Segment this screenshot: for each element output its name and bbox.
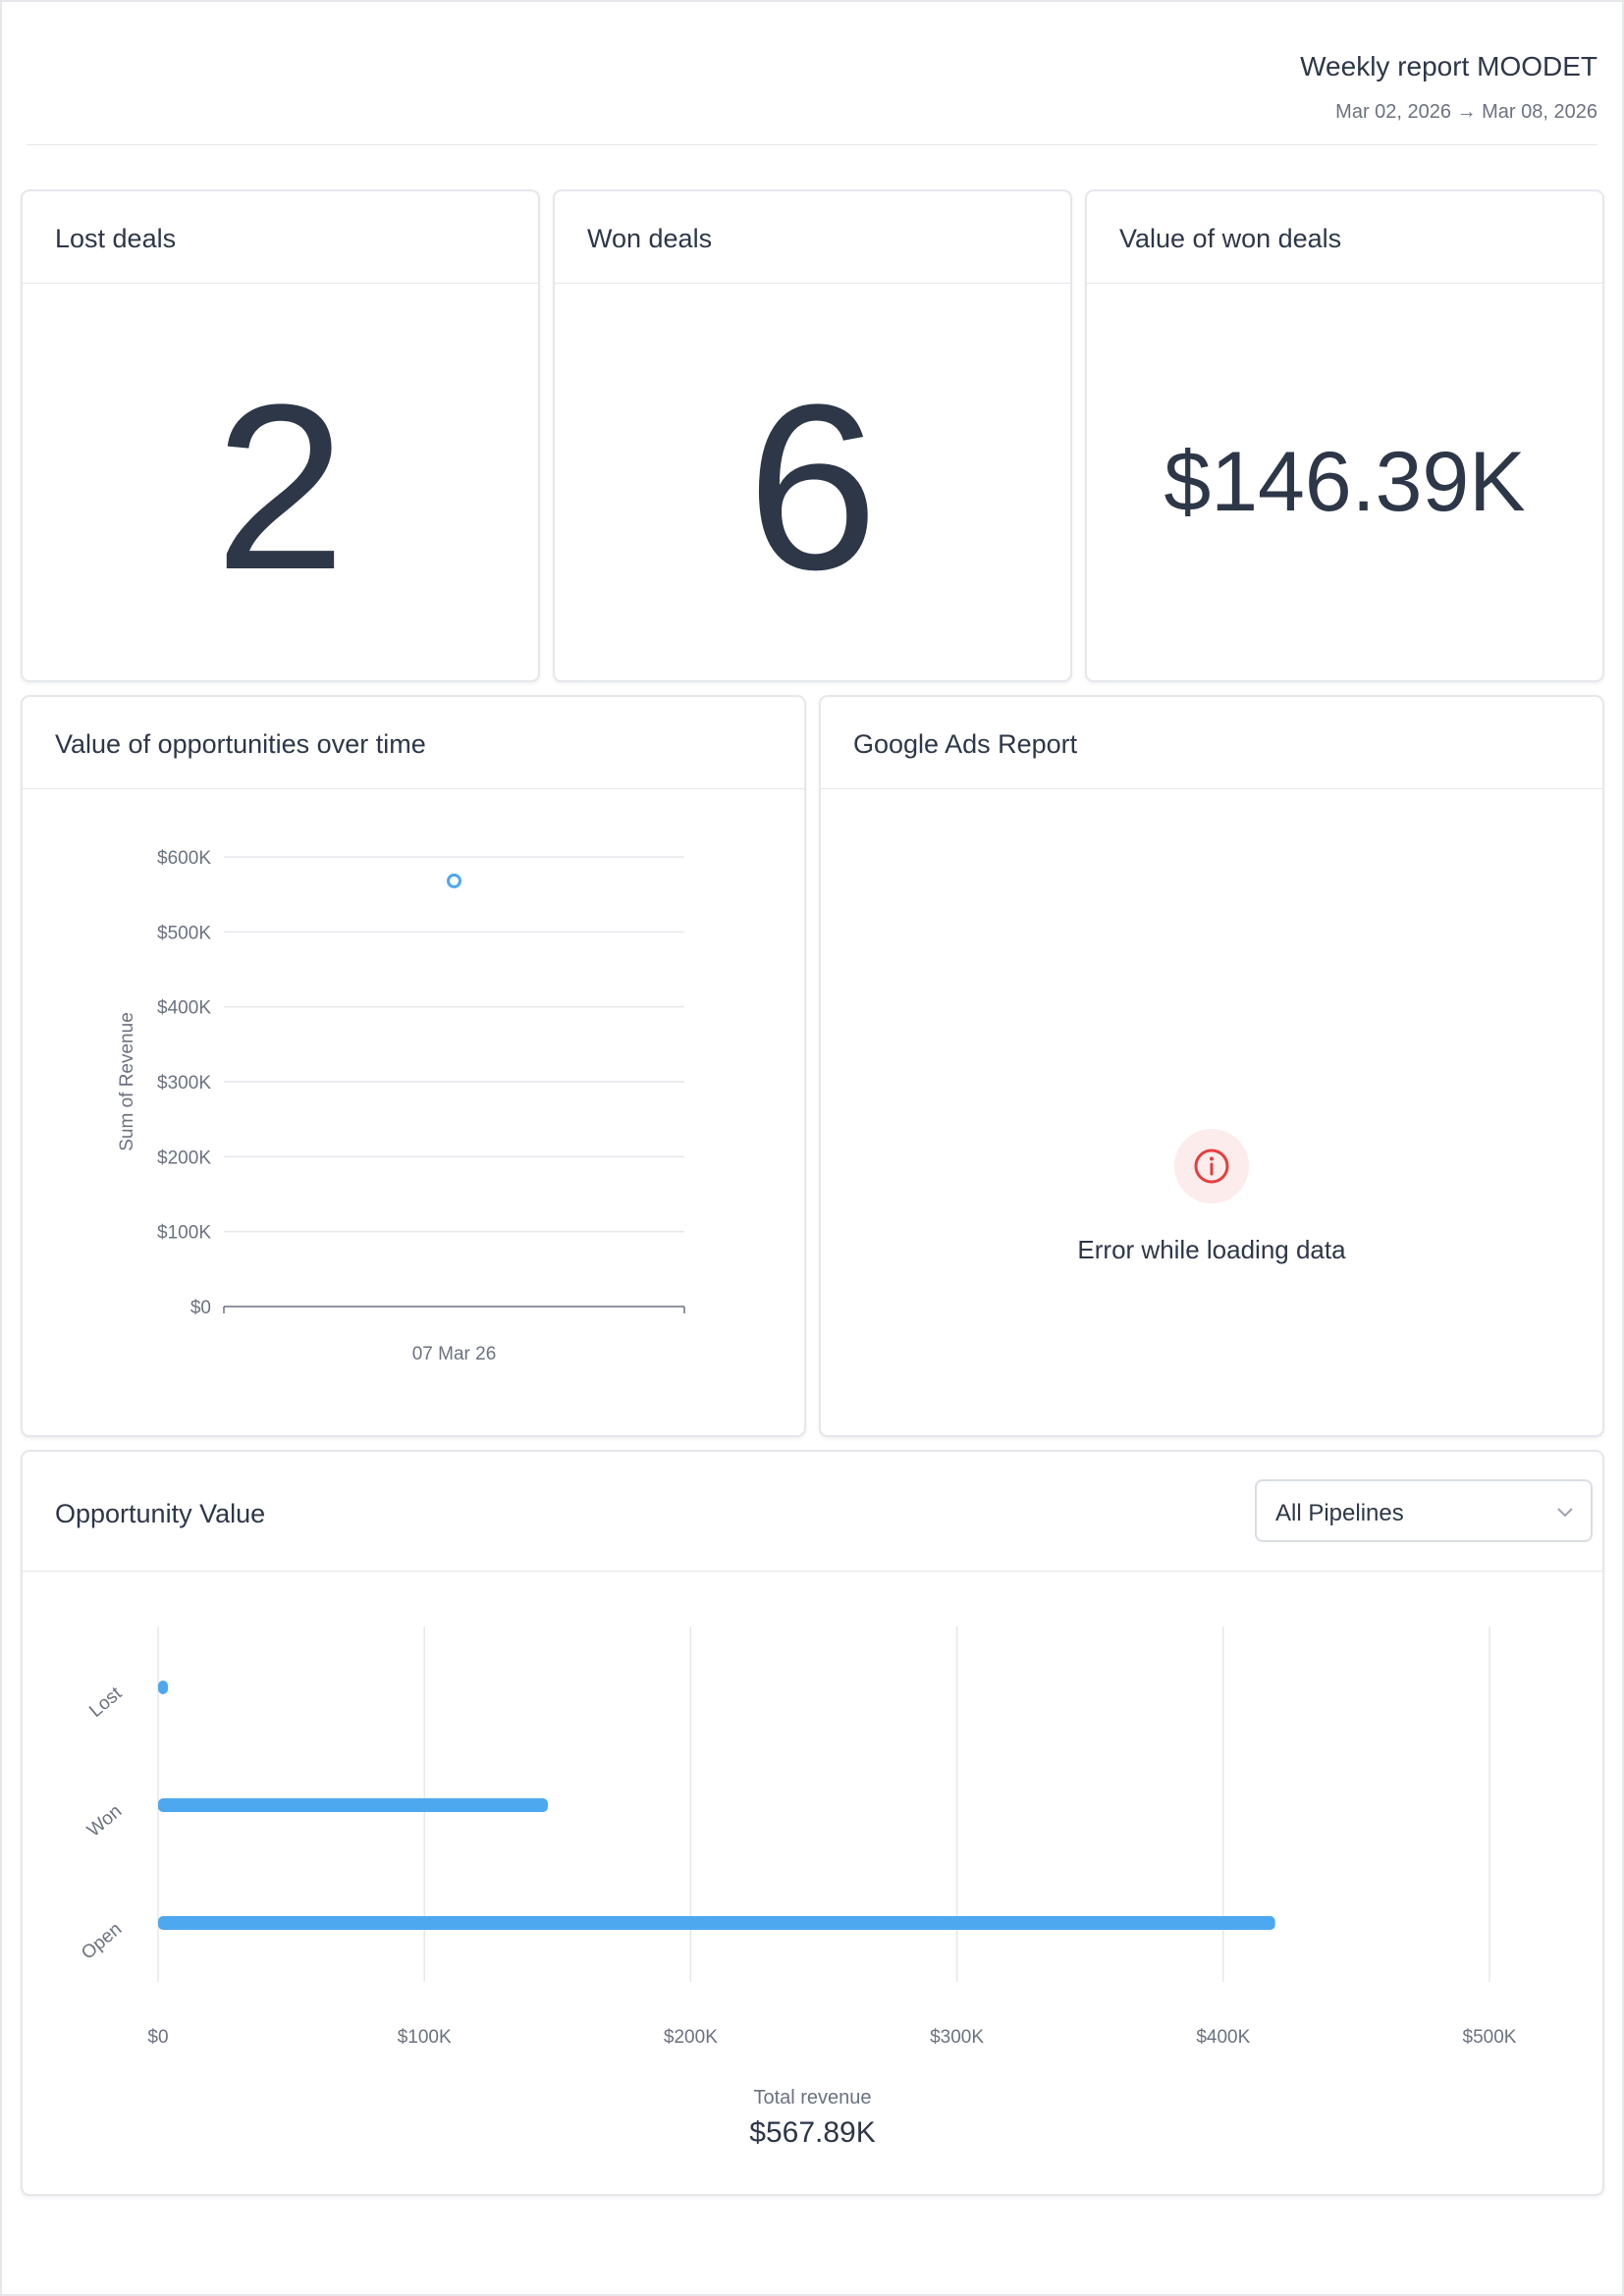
y-tick-label: Open	[78, 1919, 126, 1964]
error-icon-badge	[1174, 1129, 1249, 1203]
y-tick-label: Won	[83, 1801, 126, 1842]
lost-deals-value: 2	[214, 355, 347, 618]
y-tick-label: $100K	[157, 1223, 211, 1244]
card-header: Lost deals	[23, 191, 538, 284]
google-ads-card: Google Ads Report Error while loading da…	[819, 695, 1604, 1437]
x-tick-label: $100K	[398, 2027, 452, 2048]
bar-won	[158, 1798, 549, 1812]
kpi-value-area: 6	[555, 284, 1070, 680]
y-tick-label: $300K	[157, 1073, 211, 1094]
report-title: Weekly report MOODET	[1300, 51, 1597, 81]
won-deals-card: Won deals 6	[553, 189, 1072, 682]
card-title: Value of won deals	[1119, 224, 1342, 253]
y-tick-label: $0	[190, 1298, 211, 1318]
info-icon	[1194, 1148, 1229, 1184]
error-state: Error while loading data	[821, 789, 1602, 1435]
card-title: Opportunity Value	[55, 1499, 266, 1528]
opportunity-value-card: Opportunity Value All Pipelines $0 $100K $…	[21, 1450, 1604, 2196]
won-deals-value: 6	[746, 355, 879, 618]
total-revenue-label: Total revenue	[753, 2087, 872, 2109]
x-tick-label: $0	[147, 2027, 168, 2048]
card-title: Value of opportunities over time	[55, 729, 426, 759]
error-message: Error while loading data	[1077, 1235, 1346, 1264]
bar-open	[158, 1916, 1275, 1930]
opportunity-value-bar-chart: $0 $100K $200K $300K $400K $500K Lost Won Open	[78, 1627, 1517, 2048]
x-tick-label: 07 Mar 26	[412, 1344, 497, 1364]
y-tick-label: $600K	[157, 848, 211, 869]
y-tick-label: $500K	[157, 923, 211, 943]
card-title: Google Ads Report	[853, 729, 1078, 759]
x-tick-label: $400K	[1196, 2027, 1250, 2048]
won-deals-value-card: Value of won deals $146.39K	[1085, 189, 1604, 682]
opportunities-scatter-chart: $0 $100K $200K $300K $400K $500K $600K 07 Mar 2…	[117, 848, 685, 1364]
kpi-value-area: 2	[23, 284, 538, 680]
bar-lost	[158, 1681, 168, 1694]
total-revenue-value: $567.89K	[749, 2116, 876, 2149]
card-header: Value of won deals	[1087, 191, 1602, 284]
card-header: Won deals	[555, 191, 1070, 284]
chevron-down-icon	[1557, 1508, 1573, 1518]
card-header: Value of opportunities over time	[23, 697, 804, 789]
y-axis-label: Sum of Revenue	[117, 1012, 137, 1151]
y-tick-label: Lost	[85, 1682, 127, 1722]
card-title: Lost deals	[55, 224, 177, 253]
opportunities-over-time-card: Value of opportunities over time $0 $100K…	[21, 695, 806, 1437]
x-tick-label: $200K	[664, 2027, 718, 2048]
x-tick-label: $300K	[930, 2027, 984, 2048]
data-point	[447, 873, 461, 888]
card-header: Google Ads Report	[821, 697, 1602, 789]
won-deals-amount: $146.39K	[1164, 435, 1526, 529]
kpi-value-area: $146.39K	[1087, 284, 1602, 680]
pipeline-select[interactable]: All Pipelines	[1255, 1479, 1593, 1542]
pipeline-select-value: All Pipelines	[1275, 1500, 1404, 1526]
card-header: Opportunity Value All Pipelines	[23, 1452, 1602, 1572]
y-tick-label: $400K	[157, 998, 211, 1019]
report-header: Weekly report MOODET Mar 02, 2026 → Mar …	[27, 0, 1597, 145]
card-title: Won deals	[587, 224, 713, 253]
x-tick-label: $500K	[1463, 2027, 1517, 2048]
report-date-range: Mar 02, 2026 → Mar 08, 2026	[1335, 101, 1597, 123]
y-tick-label: $200K	[157, 1148, 211, 1168]
lost-deals-card: Lost deals 2	[21, 189, 540, 682]
